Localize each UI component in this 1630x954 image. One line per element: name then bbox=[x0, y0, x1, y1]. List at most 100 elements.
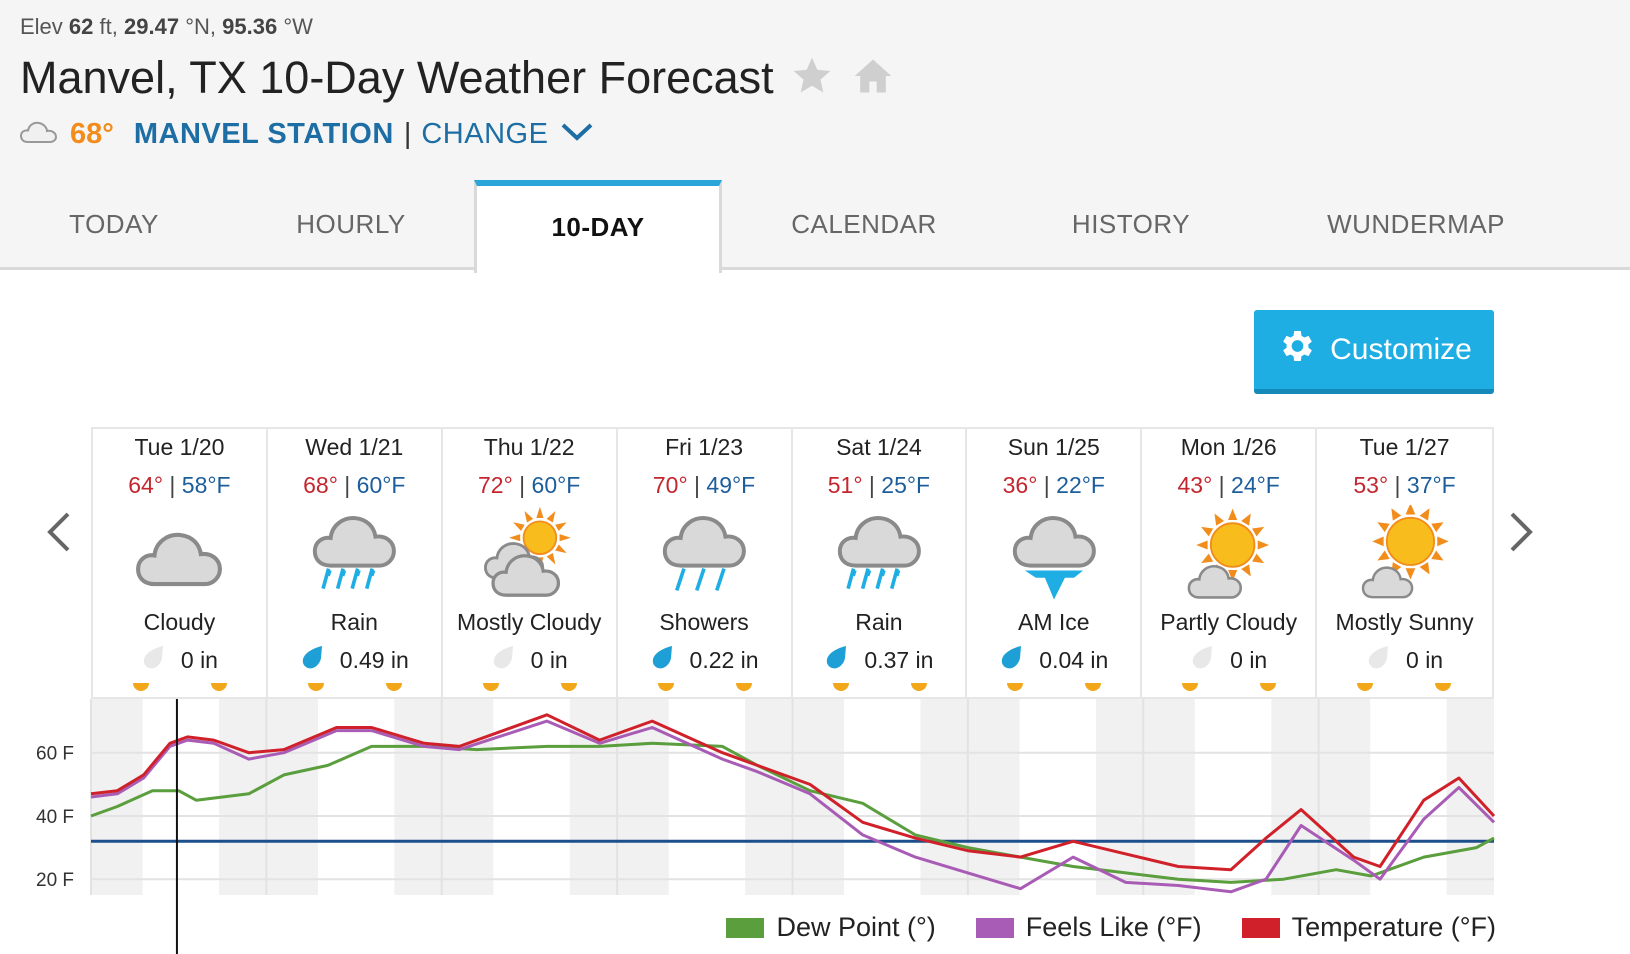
day-condition: Partly Cloudy bbox=[1160, 609, 1298, 635]
raindrop-icon bbox=[300, 644, 324, 676]
sun-marks bbox=[1317, 683, 1492, 693]
home-icon[interactable] bbox=[850, 54, 896, 103]
precip-amount: 0.49 in bbox=[339, 646, 409, 673]
night-band bbox=[569, 699, 618, 895]
lon-value: 95.36 bbox=[222, 14, 278, 39]
high-temp: 53° bbox=[1353, 472, 1389, 498]
night-band bbox=[440, 699, 494, 895]
rain-icon bbox=[837, 516, 921, 590]
tab-hourly[interactable]: HOURLY bbox=[296, 209, 406, 239]
precip-amount: 0.04 in bbox=[1039, 646, 1109, 673]
station-name[interactable]: MANVEL STATION bbox=[133, 117, 394, 150]
tab-history[interactable]: HISTORY bbox=[1071, 209, 1191, 239]
previous-arrow-icon[interactable] bbox=[44, 510, 74, 559]
day-temps: 72° | 60°F bbox=[443, 472, 616, 499]
forecast-day[interactable]: Fri 1/23 70° | 49°F Showers 0.22 in bbox=[618, 429, 793, 697]
customize-button[interactable]: Customize bbox=[1254, 310, 1494, 394]
forecast-day[interactable]: Wed 1/21 68° | 60°F Rain 0.49 in bbox=[268, 429, 443, 697]
elev-value: 62 bbox=[68, 14, 94, 39]
day-condition: Mostly Sunny bbox=[1335, 609, 1474, 635]
forecast-day[interactable]: Tue 1/27 53° | 37°F Mostly Sunny 0 in bbox=[1317, 429, 1492, 697]
low-temp: 49°F bbox=[706, 472, 756, 498]
temp-separator: | bbox=[344, 472, 357, 498]
day-temps: 64° | 58°F bbox=[93, 472, 266, 499]
star-icon[interactable] bbox=[790, 54, 834, 103]
sunrise-icon bbox=[832, 683, 849, 691]
sunset-icon bbox=[560, 683, 577, 691]
night-band bbox=[745, 699, 793, 895]
day-date: Sat 1/24 bbox=[836, 434, 922, 460]
precip-amount: 0 in bbox=[1230, 646, 1268, 673]
night-band bbox=[966, 699, 1020, 895]
day-condition: Rain bbox=[330, 609, 378, 635]
gear-icon bbox=[1276, 326, 1316, 374]
elev-unit: ft, bbox=[99, 14, 118, 39]
nav-tabs: TODAY HOURLY 10-DAY CALENDAR HISTORY WUN… bbox=[0, 180, 1630, 273]
tab-10-day[interactable]: 10-DAY bbox=[474, 180, 722, 273]
legend-feels-like[interactable]: Feels Like (°F) bbox=[975, 912, 1202, 943]
day-precip: 0 in bbox=[93, 644, 266, 676]
forecast-day[interactable]: Sun 1/25 36° | 22°F AM Ice 0.04 in bbox=[967, 429, 1143, 697]
elevation-coordinates: Elev 62 ft, 29.47 °N, 95.36 °W bbox=[20, 14, 313, 40]
day-temps: 43° | 24°F bbox=[1142, 472, 1315, 499]
chevron-down-icon[interactable] bbox=[560, 121, 594, 148]
sunrise-icon bbox=[1007, 683, 1024, 691]
next-arrow-icon[interactable] bbox=[1506, 510, 1536, 559]
temp-separator: | bbox=[694, 472, 707, 498]
legend-label: Feels Like (°F) bbox=[1025, 912, 1202, 942]
elev-label: Elev bbox=[20, 14, 63, 39]
forecast-day[interactable]: Thu 1/22 72° | 60°F Mostly Cloudy 0 in bbox=[443, 429, 618, 697]
sunrise-icon bbox=[1357, 683, 1374, 691]
current-temp: 68° bbox=[70, 117, 114, 150]
y-tick-label: 20 F bbox=[36, 870, 74, 891]
lat-unit: °N, bbox=[185, 14, 216, 39]
raindrop-icon bbox=[650, 644, 674, 676]
sun-marks bbox=[1142, 683, 1315, 693]
legend-dew-point[interactable]: Dew Point (°) bbox=[726, 912, 936, 943]
day-date: Tue 1/27 bbox=[1359, 434, 1450, 460]
sunset-icon bbox=[211, 683, 227, 691]
sunset-icon bbox=[1435, 683, 1452, 691]
page-header: Elev 62 ft, 29.47 °N, 95.36 °W Manvel, T… bbox=[0, 0, 1630, 180]
day-condition: Cloudy bbox=[143, 609, 216, 635]
empty-raindrop-icon bbox=[1190, 644, 1214, 676]
cloudy-icon bbox=[136, 532, 223, 587]
night-band bbox=[1271, 699, 1319, 895]
legend-temperature[interactable]: Temperature (°F) bbox=[1241, 912, 1496, 943]
sunrise-icon bbox=[133, 683, 149, 691]
change-station-link[interactable]: CHANGE bbox=[421, 117, 549, 150]
page-title: Manvel, TX 10-Day Weather Forecast bbox=[20, 52, 774, 103]
mostly-sunny-icon bbox=[1361, 505, 1449, 599]
day-precip: 0.37 in bbox=[793, 644, 966, 676]
tab-calendar[interactable]: CALENDAR bbox=[791, 209, 937, 239]
forecast-day[interactable]: Mon 1/26 43° | 24°F Partly Cloudy 0 in bbox=[1142, 429, 1318, 697]
forecast-day[interactable]: Sat 1/24 51° | 25°F Rain 0.37 in bbox=[793, 429, 968, 697]
sun-marks bbox=[793, 683, 966, 693]
sunrise-icon bbox=[657, 683, 674, 691]
tab-wundermap[interactable]: WUNDERMAP bbox=[1327, 209, 1505, 239]
customize-label: Customize bbox=[1330, 332, 1472, 366]
precip-amount: 0.37 in bbox=[864, 646, 934, 673]
high-temp: 68° bbox=[303, 472, 338, 498]
low-temp: 25°F bbox=[881, 472, 931, 498]
temperature-line bbox=[90, 713, 1496, 872]
high-temp: 70° bbox=[652, 472, 688, 498]
tab-today[interactable]: TODAY bbox=[69, 209, 159, 239]
high-temp: 43° bbox=[1177, 472, 1213, 498]
forecast-day[interactable]: Tue 1/20 64° | 58°F Cloudy 0 in bbox=[93, 429, 268, 697]
chart-legend: Dew Point (°) Feels Like (°F) Temperatur… bbox=[686, 912, 1496, 943]
sun-marks bbox=[967, 683, 1140, 693]
low-temp: 22°F bbox=[1056, 472, 1105, 498]
night-band bbox=[1095, 699, 1144, 895]
day-precip: 0.22 in bbox=[618, 644, 791, 676]
empty-raindrop-icon bbox=[1366, 644, 1390, 676]
ice-icon bbox=[1012, 516, 1096, 600]
legend-label: Dew Point (°) bbox=[776, 912, 936, 942]
lon-unit: °W bbox=[283, 14, 313, 39]
high-temp: 64° bbox=[128, 472, 164, 498]
mostly-cloudy-icon bbox=[484, 506, 572, 597]
night-band bbox=[265, 699, 318, 895]
low-temp: 60°F bbox=[356, 472, 406, 498]
lat-value: 29.47 bbox=[124, 14, 180, 39]
forecast-chart: 60 F 40 F 20 F bbox=[36, 699, 1496, 954]
